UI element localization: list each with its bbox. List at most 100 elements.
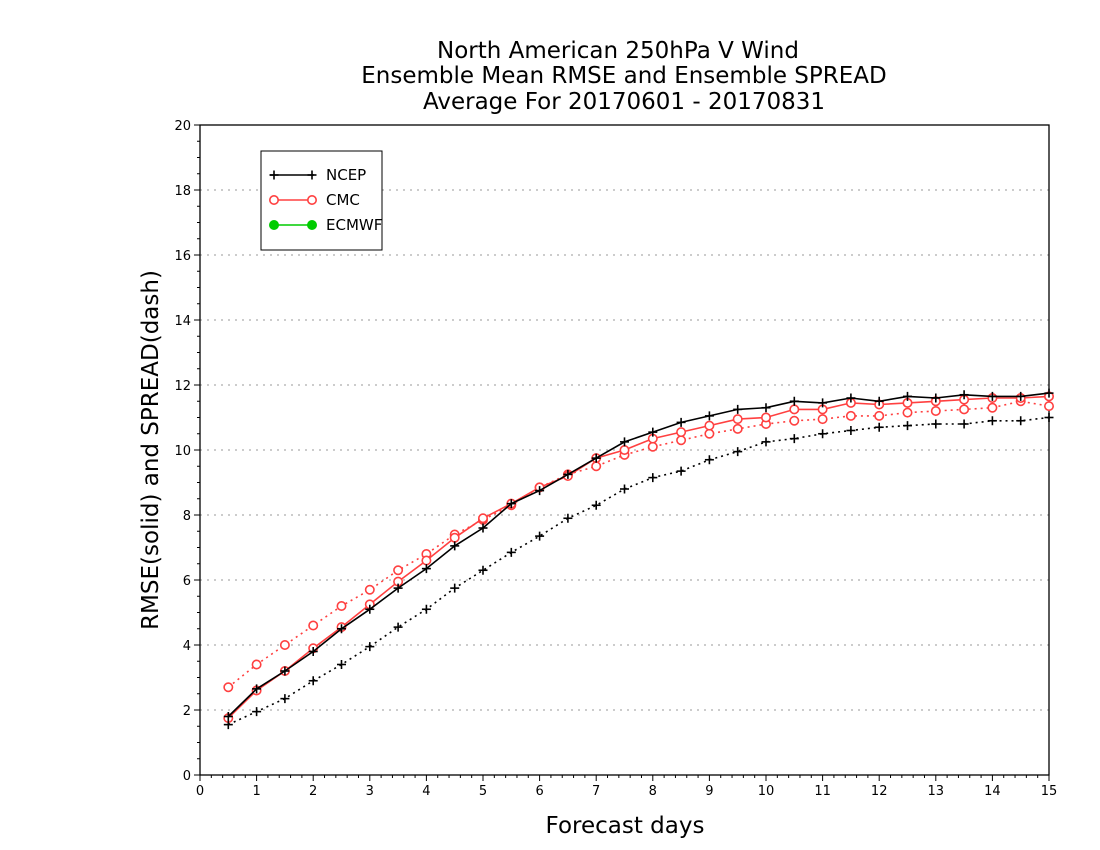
cmc-rmse-point: [619, 444, 630, 455]
cmc-spread-point: [732, 423, 743, 434]
ncep-spread-point: [393, 622, 403, 632]
ncep-spread-point: [903, 421, 912, 431]
ncep-spread-point: [704, 455, 714, 465]
x-tick-label: 9: [705, 784, 713, 799]
ncep-spread-point: [252, 707, 262, 717]
legend-label-ncep: NCEP: [326, 166, 366, 184]
ncep-spread-point: [591, 500, 601, 510]
legend-marker-ecmwf: [269, 220, 279, 230]
ncep-rmse-point: [421, 564, 431, 574]
ncep-rmse-point: [1016, 391, 1026, 401]
ncep-rmse-point: [761, 403, 771, 413]
ncep-rmse-point: [365, 604, 375, 614]
ncep-spread-point: [761, 437, 771, 447]
ncep-spread-point: [733, 447, 743, 457]
y-tick-label: 4: [183, 639, 191, 654]
ncep-rmse-point: [223, 712, 233, 721]
legend-marker-ncep: [269, 170, 279, 180]
x-tick-label: 8: [649, 784, 657, 799]
ncep-spread-point: [620, 484, 629, 494]
x-axis-label: Forecast days: [546, 813, 705, 839]
cmc-spread-point: [959, 404, 970, 415]
ncep-spread-point: [1044, 413, 1054, 422]
x-tick-label: 13: [928, 784, 945, 799]
cmc-spread-point: [393, 565, 404, 576]
ncep-rmse-point: [506, 499, 516, 509]
cmc-rmse-point: [789, 404, 800, 415]
cmc-spread-point: [789, 415, 800, 426]
x-tick-label: 15: [1041, 784, 1058, 799]
chart-title: North American 250hPa V Wind Ensemble Me…: [361, 38, 886, 115]
x-tick-label: 12: [871, 784, 888, 799]
ncep-rmse-point: [591, 453, 601, 463]
ncep-spread-point: [874, 422, 884, 432]
chart-title-line-1: North American 250hPa V Wind: [437, 38, 799, 64]
cmc-rmse-point: [449, 532, 460, 543]
ncep-spread-point: [676, 466, 686, 476]
cmc-spread-point: [874, 410, 885, 421]
y-tick-label: 2: [183, 704, 191, 719]
ncep-spread-point: [818, 429, 828, 439]
ncep-rmse-point: [450, 541, 460, 551]
cmc-spread-point: [1044, 401, 1055, 412]
ncep-rmse-point: [903, 391, 912, 401]
cmc-rmse-point: [421, 555, 432, 566]
cmc-spread-point: [704, 428, 715, 439]
legend-marker-cmc: [306, 195, 317, 206]
y-tick-label: 12: [174, 379, 191, 394]
cmc-rmse-line: [227, 395, 1050, 719]
ncep-rmse-point: [931, 393, 941, 403]
y-tick-label: 0: [183, 769, 191, 784]
legend-marker-cmc: [268, 195, 279, 206]
ncep-spread-point: [365, 642, 375, 652]
cmc-spread-point: [364, 584, 375, 595]
cmc-spread-point: [336, 600, 347, 611]
chart-title-line-2: Ensemble Mean RMSE and Ensemble SPREAD: [361, 63, 886, 89]
legend-label-cmc: CMC: [326, 191, 360, 209]
ncep-rmse-point: [789, 396, 799, 406]
cmc-spread-point: [930, 405, 941, 416]
ncep-spread-point: [535, 531, 545, 541]
ncep-spread-point: [478, 565, 488, 575]
ncep-rmse-point: [1044, 388, 1054, 398]
x-tick-label: 7: [592, 784, 600, 799]
legend-label-ecmwf: ECMWF: [326, 216, 382, 234]
ncep-rmse-point: [620, 437, 629, 447]
ncep-rmse-point: [308, 647, 318, 656]
legend-marker-ncep: [307, 170, 317, 180]
ncep-spread-point: [648, 473, 658, 483]
cmc-spread-point: [676, 435, 687, 446]
x-tick-label: 2: [309, 784, 317, 799]
y-tick-label: 10: [174, 444, 191, 459]
y-tick-label: 16: [174, 249, 191, 264]
cmc-spread-point: [223, 682, 234, 693]
ncep-rmse-point: [676, 417, 686, 427]
legend: NCEP CMC ECMWF: [260, 150, 383, 251]
ncep-spread-point: [959, 419, 969, 429]
cmc-spread-point: [902, 407, 913, 418]
ncep-rmse-point: [337, 624, 346, 634]
ncep-spread-point: [450, 583, 460, 593]
ncep-spread-point: [506, 547, 516, 557]
cmc-spread-point: [845, 410, 856, 421]
y-tick-label: 18: [174, 184, 191, 199]
cmc-rmse-point: [477, 513, 488, 524]
cmc-rmse-point: [760, 412, 771, 423]
x-tick-label: 11: [814, 784, 831, 799]
cmc-rmse-point: [704, 420, 715, 431]
legend-marker-ecmwf: [307, 220, 317, 230]
series-layer: [223, 388, 1055, 730]
ncep-spread-point: [280, 694, 290, 704]
x-tick-label: 4: [422, 784, 430, 799]
ncep-rmse-point: [846, 393, 856, 403]
x-tick-label: 10: [758, 784, 775, 799]
x-tick-label: 6: [535, 784, 543, 799]
cmc-rmse-point: [732, 414, 743, 425]
ncep-spread-point: [789, 434, 799, 444]
y-tick-label: 6: [183, 574, 191, 589]
ncep-rmse-point: [704, 411, 714, 421]
ncep-rmse-point: [818, 398, 828, 408]
ncep-rmse-point: [959, 390, 969, 400]
ncep-spread-point: [223, 720, 233, 730]
